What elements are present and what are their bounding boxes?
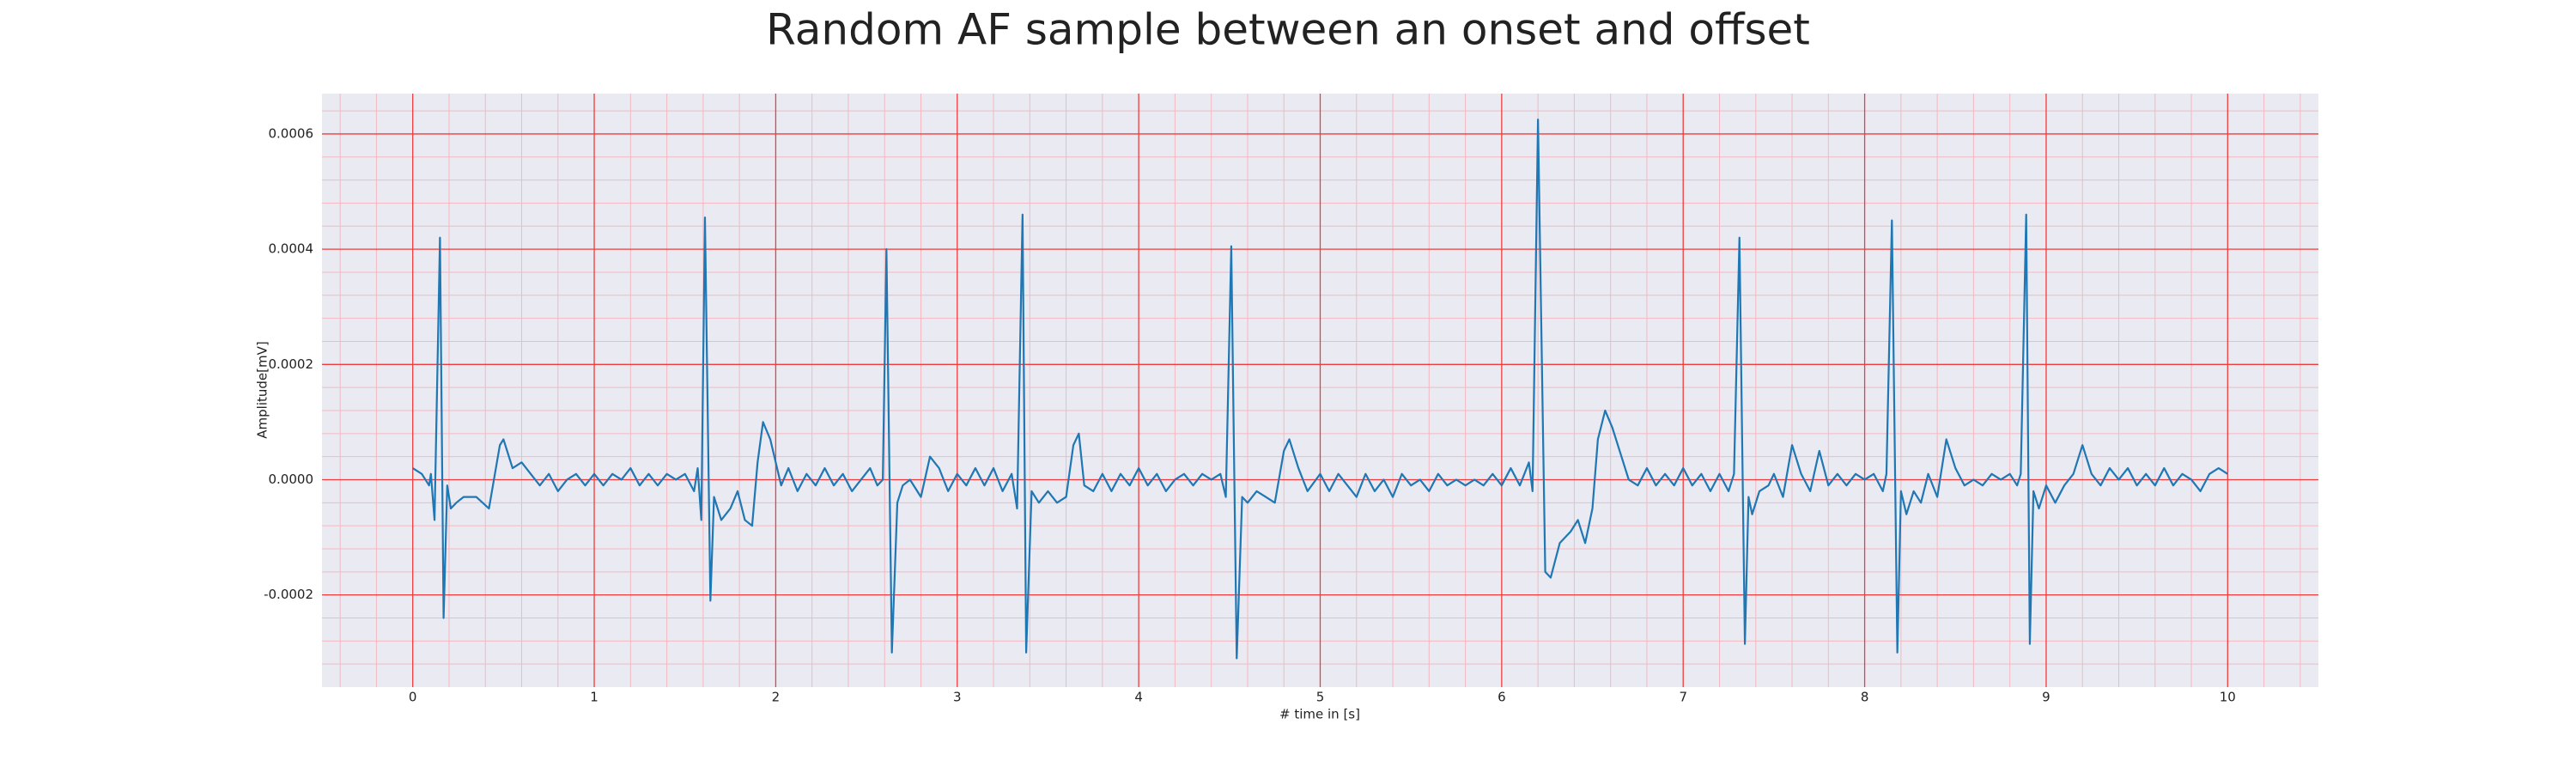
x-axis-label: # time in [s] <box>1279 707 1360 722</box>
y-tick-label: -0.0002 <box>264 587 313 602</box>
x-tick-label: 9 <box>2042 690 2050 705</box>
x-tick-label: 8 <box>1861 690 1869 705</box>
x-tick-label: 1 <box>590 690 598 705</box>
x-tick-label: 10 <box>2220 690 2236 705</box>
y-tick-label: 0.0002 <box>269 356 314 372</box>
y-tick-label: 0.0004 <box>269 241 314 257</box>
y-tick-label: 0.0006 <box>269 125 314 141</box>
y-tick-label: 0.0000 <box>269 472 314 487</box>
x-tick-label: 0 <box>409 690 417 705</box>
x-tick-label: 5 <box>1316 690 1325 705</box>
x-tick-label: 6 <box>1498 690 1506 705</box>
chart-title: Random AF sample between an onset and of… <box>766 5 1810 55</box>
signal-line <box>412 119 2228 660</box>
x-tick-label: 4 <box>1134 690 1143 705</box>
y-axis-label: Amplitude[mV] <box>255 341 270 438</box>
x-tick-label: 2 <box>772 690 781 705</box>
x-tick-label: 7 <box>1679 690 1687 705</box>
x-tick-label: 3 <box>953 690 962 705</box>
